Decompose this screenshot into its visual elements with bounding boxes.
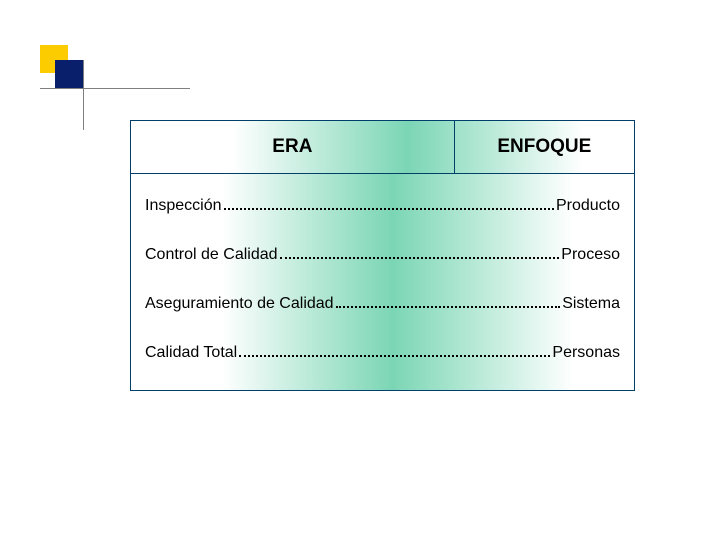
dotted-leader [280,243,560,259]
era-cell: Calidad Total [145,344,237,362]
dotted-leader [239,341,550,357]
decoration-navy-square [55,60,83,88]
decoration-horizontal-line [40,88,190,89]
era-cell: Inspección [145,197,222,215]
table-row: Control de Calidad Proceso [145,243,620,264]
dotted-leader [336,292,561,308]
table-row: Inspección Producto [145,194,620,215]
era-enfoque-table: ERA ENFOQUE Inspección Producto Control … [130,120,635,391]
era-cell: Aseguramiento de Calidad [145,295,334,313]
enfoque-cell: Producto [556,197,620,215]
table-row: Aseguramiento de Calidad Sistema [145,292,620,313]
enfoque-cell: Personas [552,344,620,362]
era-cell: Control de Calidad [145,246,278,264]
decoration-vertical-line [83,60,84,130]
table-row: Calidad Total Personas [145,341,620,362]
enfoque-cell: Proceso [561,246,620,264]
header-era: ERA [131,121,455,173]
enfoque-cell: Sistema [562,295,620,313]
slide-canvas: ERA ENFOQUE Inspección Producto Control … [0,0,720,540]
table-body: Inspección Producto Control de Calidad P… [131,173,634,390]
dotted-leader [224,194,554,210]
header-enfoque: ENFOQUE [455,121,634,173]
table-header-row: ERA ENFOQUE [131,121,634,173]
